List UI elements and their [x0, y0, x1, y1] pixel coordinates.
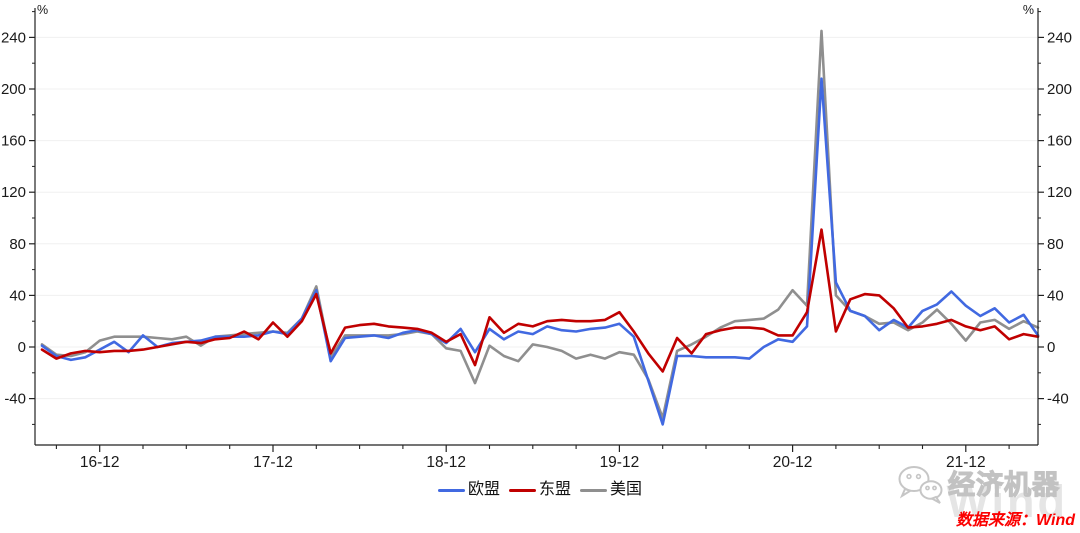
wind-watermark-text: Wind: [946, 476, 1068, 527]
y-tick-label-left: 0: [18, 339, 26, 356]
brand-watermark: 经济机器: [896, 464, 1060, 506]
series-line-eu: [40, 77, 1040, 426]
y-tick-label-right: 40: [1047, 287, 1064, 304]
y-axis-unit-right: %: [1023, 3, 1034, 17]
y-tick-label-right: 200: [1047, 81, 1072, 98]
axes: [34, 8, 1039, 446]
y-tick-label-right: 160: [1047, 133, 1072, 150]
x-tick-label: 16-12: [80, 454, 120, 471]
y-axis-unit-left: %: [37, 3, 48, 17]
x-tick-label: 21-12: [946, 454, 986, 471]
y-tick-label-left: 160: [1, 133, 26, 150]
y-tick-label-right: 240: [1047, 29, 1072, 46]
legend-swatch-us: [580, 488, 607, 492]
legend-item-asean: 东盟: [508, 481, 571, 498]
y-tick-label-right: 120: [1047, 184, 1072, 201]
y-tick-label-left: 80: [9, 236, 26, 253]
legend-item-eu: 欧盟: [437, 481, 500, 498]
series-lines: [40, 29, 1040, 426]
y-tick-label-left: 120: [1, 184, 26, 201]
x-tick-label: 17-12: [253, 454, 293, 471]
chart-legend: 欧盟 东盟 美国: [0, 482, 1080, 498]
legend-swatch-asean: [508, 488, 536, 492]
legend-swatch-eu: [437, 488, 465, 492]
x-tick-label: 18-12: [426, 454, 466, 471]
legend-label-us: 美国: [610, 481, 643, 498]
y-tick-label-right: 80: [1047, 236, 1064, 253]
x-tick-label: 20-12: [773, 454, 813, 471]
y-tick-label-left: -40: [4, 391, 26, 408]
y-ticks: -40 -40 0 0 40 40 80 80 120 120 160 160 200 200 240 240: [1, 11, 1072, 425]
y-tick-label-right: 0: [1047, 339, 1055, 356]
x-ticks: 16-12 17-12 18-12 19-12 20-12 21-12: [55, 445, 1010, 471]
wechat-icon: [898, 466, 943, 504]
y-tick-label-left: 40: [9, 287, 26, 304]
grid-lines: [36, 36, 1037, 400]
data-source-label: 数据来源：Wind: [956, 512, 1075, 529]
y-tick-label-left: 200: [1, 81, 26, 98]
y-tick-label-right: -40: [1047, 391, 1069, 408]
legend-label-eu: 欧盟: [467, 481, 500, 498]
y-tick-label-left: 240: [1, 29, 26, 46]
x-tick-label: 19-12: [600, 454, 640, 471]
series-line-asean: [40, 228, 1040, 373]
legend-label-asean: 东盟: [538, 481, 571, 498]
brand-watermark-text: 经济机器: [947, 469, 1060, 500]
legend-item-us: 美国: [580, 482, 642, 498]
